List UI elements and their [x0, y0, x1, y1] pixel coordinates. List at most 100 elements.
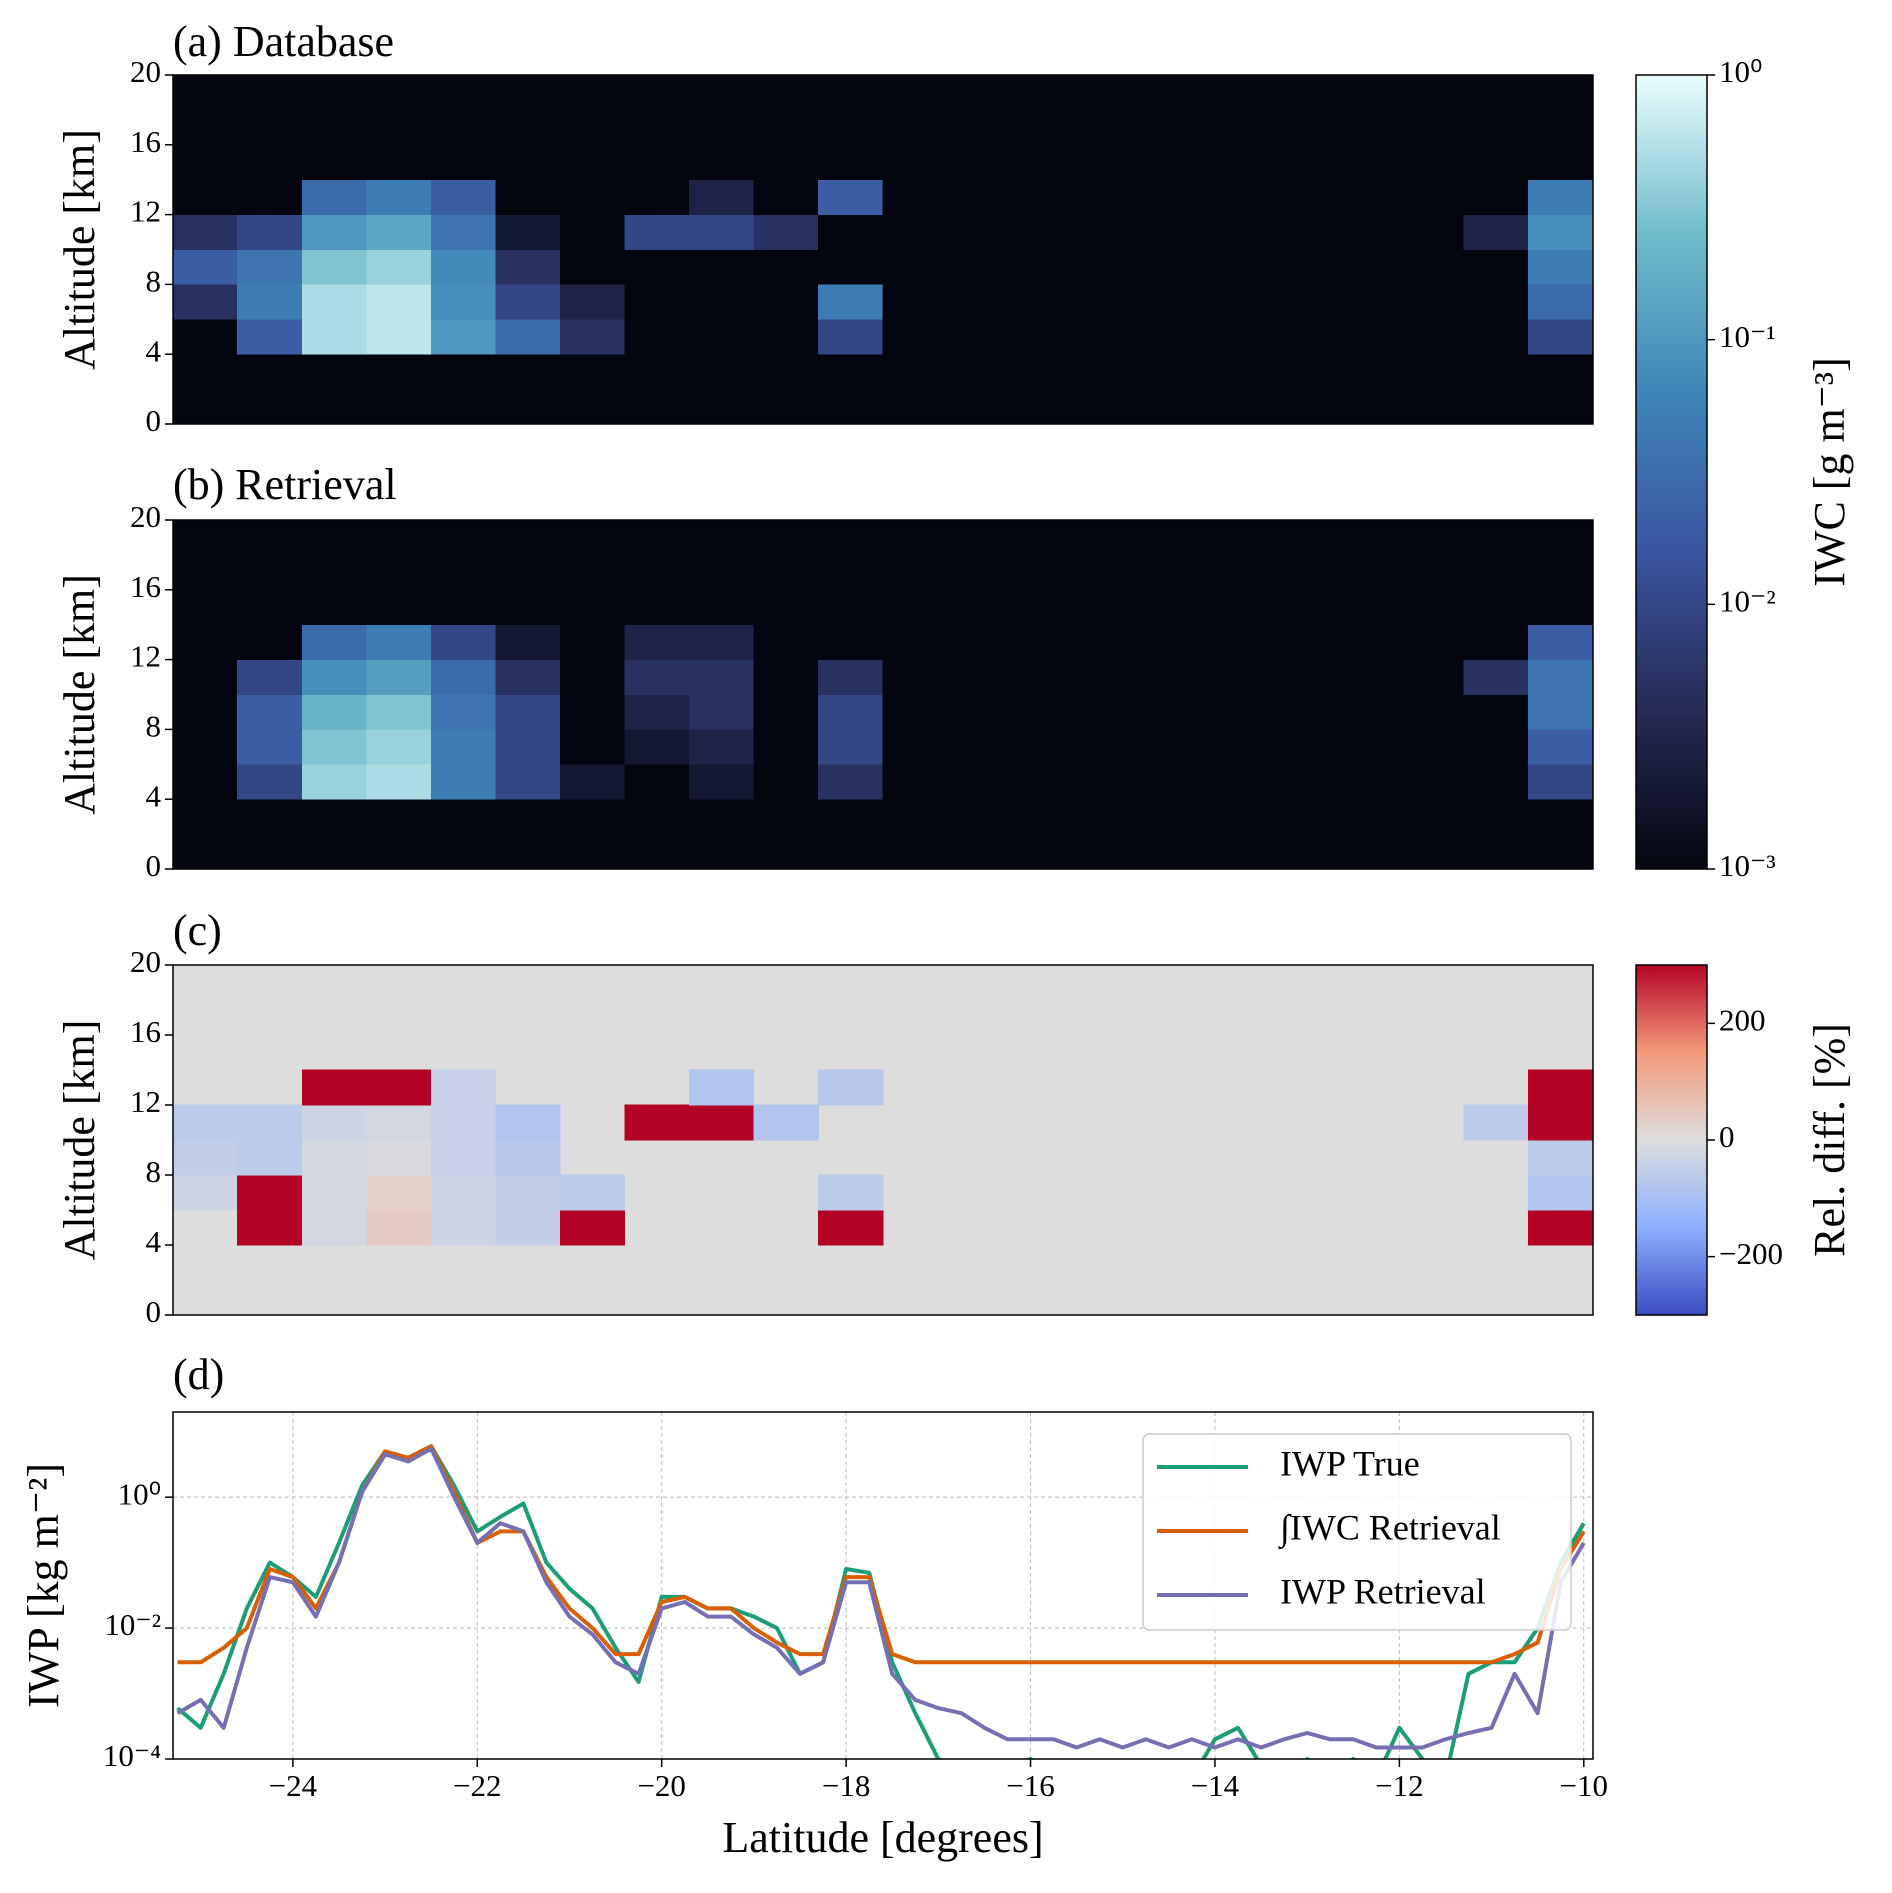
heatmap-cell: [1528, 763, 1594, 800]
heatmap-cell: [366, 249, 432, 285]
heatmap-cell: [237, 1174, 303, 1211]
y-tick-label: 4: [146, 333, 162, 368]
heatmap-cell: [1399, 659, 1465, 695]
heatmap-cell: [818, 1209, 884, 1246]
colorbar: [1635, 964, 1708, 1316]
heatmap-cell: [818, 1069, 884, 1106]
heatmap-cell: [172, 353, 238, 390]
heatmap-cell: [1399, 249, 1465, 285]
y-tick-label: 4: [146, 778, 162, 813]
heatmap-cell: [1463, 318, 1529, 355]
heatmap-cell: [430, 353, 497, 390]
heatmap-cell: [301, 694, 367, 730]
heatmap-cell: [947, 694, 1013, 730]
heatmap-cell: [1205, 659, 1271, 695]
heatmap-cell: [495, 659, 561, 695]
heatmap-cell: [818, 214, 884, 250]
heatmap-cell: [818, 109, 884, 146]
heatmap-cell: [1011, 763, 1077, 800]
heatmap-cell: [753, 589, 819, 625]
heatmap-cell: [818, 763, 884, 800]
heatmap-cell: [301, 318, 367, 355]
heatmap-cell: [1140, 589, 1207, 625]
heatmap-cell: [172, 833, 238, 870]
colorbar-tick-label: 10⁻³: [1719, 848, 1776, 883]
heatmap-cell: [559, 249, 626, 285]
heatmap-cell: [1269, 179, 1336, 215]
heatmap-cell: [1205, 554, 1271, 591]
heatmap-cell: [1076, 519, 1142, 556]
heatmap-cell: [301, 1104, 367, 1141]
heatmap-cell: [1076, 144, 1142, 181]
heatmap-cell: [430, 589, 497, 625]
heatmap-cell: [624, 729, 690, 765]
heatmap-cell: [1011, 214, 1077, 250]
heatmap-cell: [559, 144, 626, 181]
heatmap-cell: [1528, 659, 1594, 695]
heatmap-cell: [1011, 353, 1077, 390]
heatmap-cell: [1528, 589, 1594, 625]
heatmap-cell: [882, 763, 948, 800]
heatmap-cell: [882, 249, 948, 285]
heatmap-cell: [1399, 729, 1465, 765]
heatmap-cell: [753, 388, 819, 425]
heatmap-cell: [172, 388, 238, 425]
heatmap-cell: [1205, 353, 1271, 390]
heatmap-cell: [172, 554, 238, 591]
x-axis-label: Latitude [degrees]: [722, 1813, 1043, 1862]
heatmap-cell: [172, 1104, 238, 1141]
heatmap-cell: [430, 74, 497, 111]
heatmap-cell: [237, 144, 303, 181]
heatmap-cell: [301, 388, 367, 425]
heatmap-cell: [947, 284, 1013, 320]
heatmap-cell: [1140, 318, 1207, 355]
heatmap-cell: [947, 318, 1013, 355]
heatmap-cell: [559, 763, 626, 800]
heatmap-cell: [1076, 624, 1142, 660]
heatmap-cell: [1011, 144, 1077, 181]
heatmap-cell: [1269, 833, 1336, 870]
heatmap-cell: [753, 249, 819, 285]
heatmap-cell: [172, 729, 238, 765]
heatmap-cell: [1140, 353, 1207, 390]
heatmap-cell: [366, 1139, 432, 1176]
heatmap-cell: [1269, 554, 1336, 591]
heatmap-cell: [366, 798, 432, 835]
heatmap-cell: [1140, 74, 1207, 111]
colorbar: [1635, 74, 1708, 870]
heatmap-cell: [430, 214, 497, 250]
heatmap-cell: [366, 284, 432, 320]
heatmap-cell: [882, 284, 948, 320]
heatmap-cell: [1011, 624, 1077, 660]
heatmap-cell: [430, 1069, 497, 1106]
y-tick-label: 16: [130, 124, 161, 159]
heatmap-cell: [301, 798, 367, 835]
heatmap-cell: [753, 284, 819, 320]
heatmap-cell: [1140, 694, 1207, 730]
heatmap-cell: [624, 659, 690, 695]
heatmap-cell: [947, 833, 1013, 870]
heatmap-cell: [1269, 109, 1336, 146]
heatmap-cell: [818, 554, 884, 591]
heatmap-cell: [1463, 1104, 1529, 1141]
heatmap-cell: [495, 144, 561, 181]
heatmap-cell: [689, 763, 755, 800]
heatmap-cell: [1334, 318, 1400, 355]
heatmap-cell: [366, 179, 432, 215]
colorbar-label: Rel. diff. [%]: [1805, 1023, 1854, 1257]
heatmap-cell: [1269, 284, 1336, 320]
y-tick-label: 20: [130, 499, 161, 534]
panel-title: (b) Retrieval: [173, 460, 397, 509]
heatmap-cell: [947, 589, 1013, 625]
heatmap-cell: [237, 554, 303, 591]
heatmap-cell: [559, 694, 626, 730]
heatmap-cell: [882, 694, 948, 730]
heatmap-cell: [624, 388, 690, 425]
heatmap-cell: [624, 353, 690, 390]
heatmap-cell: [689, 694, 755, 730]
heatmap-cell: [1399, 353, 1465, 390]
heatmap-cell: [1011, 284, 1077, 320]
heatmap-cell: [624, 109, 690, 146]
heatmap-cell: [301, 74, 367, 111]
heatmap-cell: [1528, 798, 1594, 835]
